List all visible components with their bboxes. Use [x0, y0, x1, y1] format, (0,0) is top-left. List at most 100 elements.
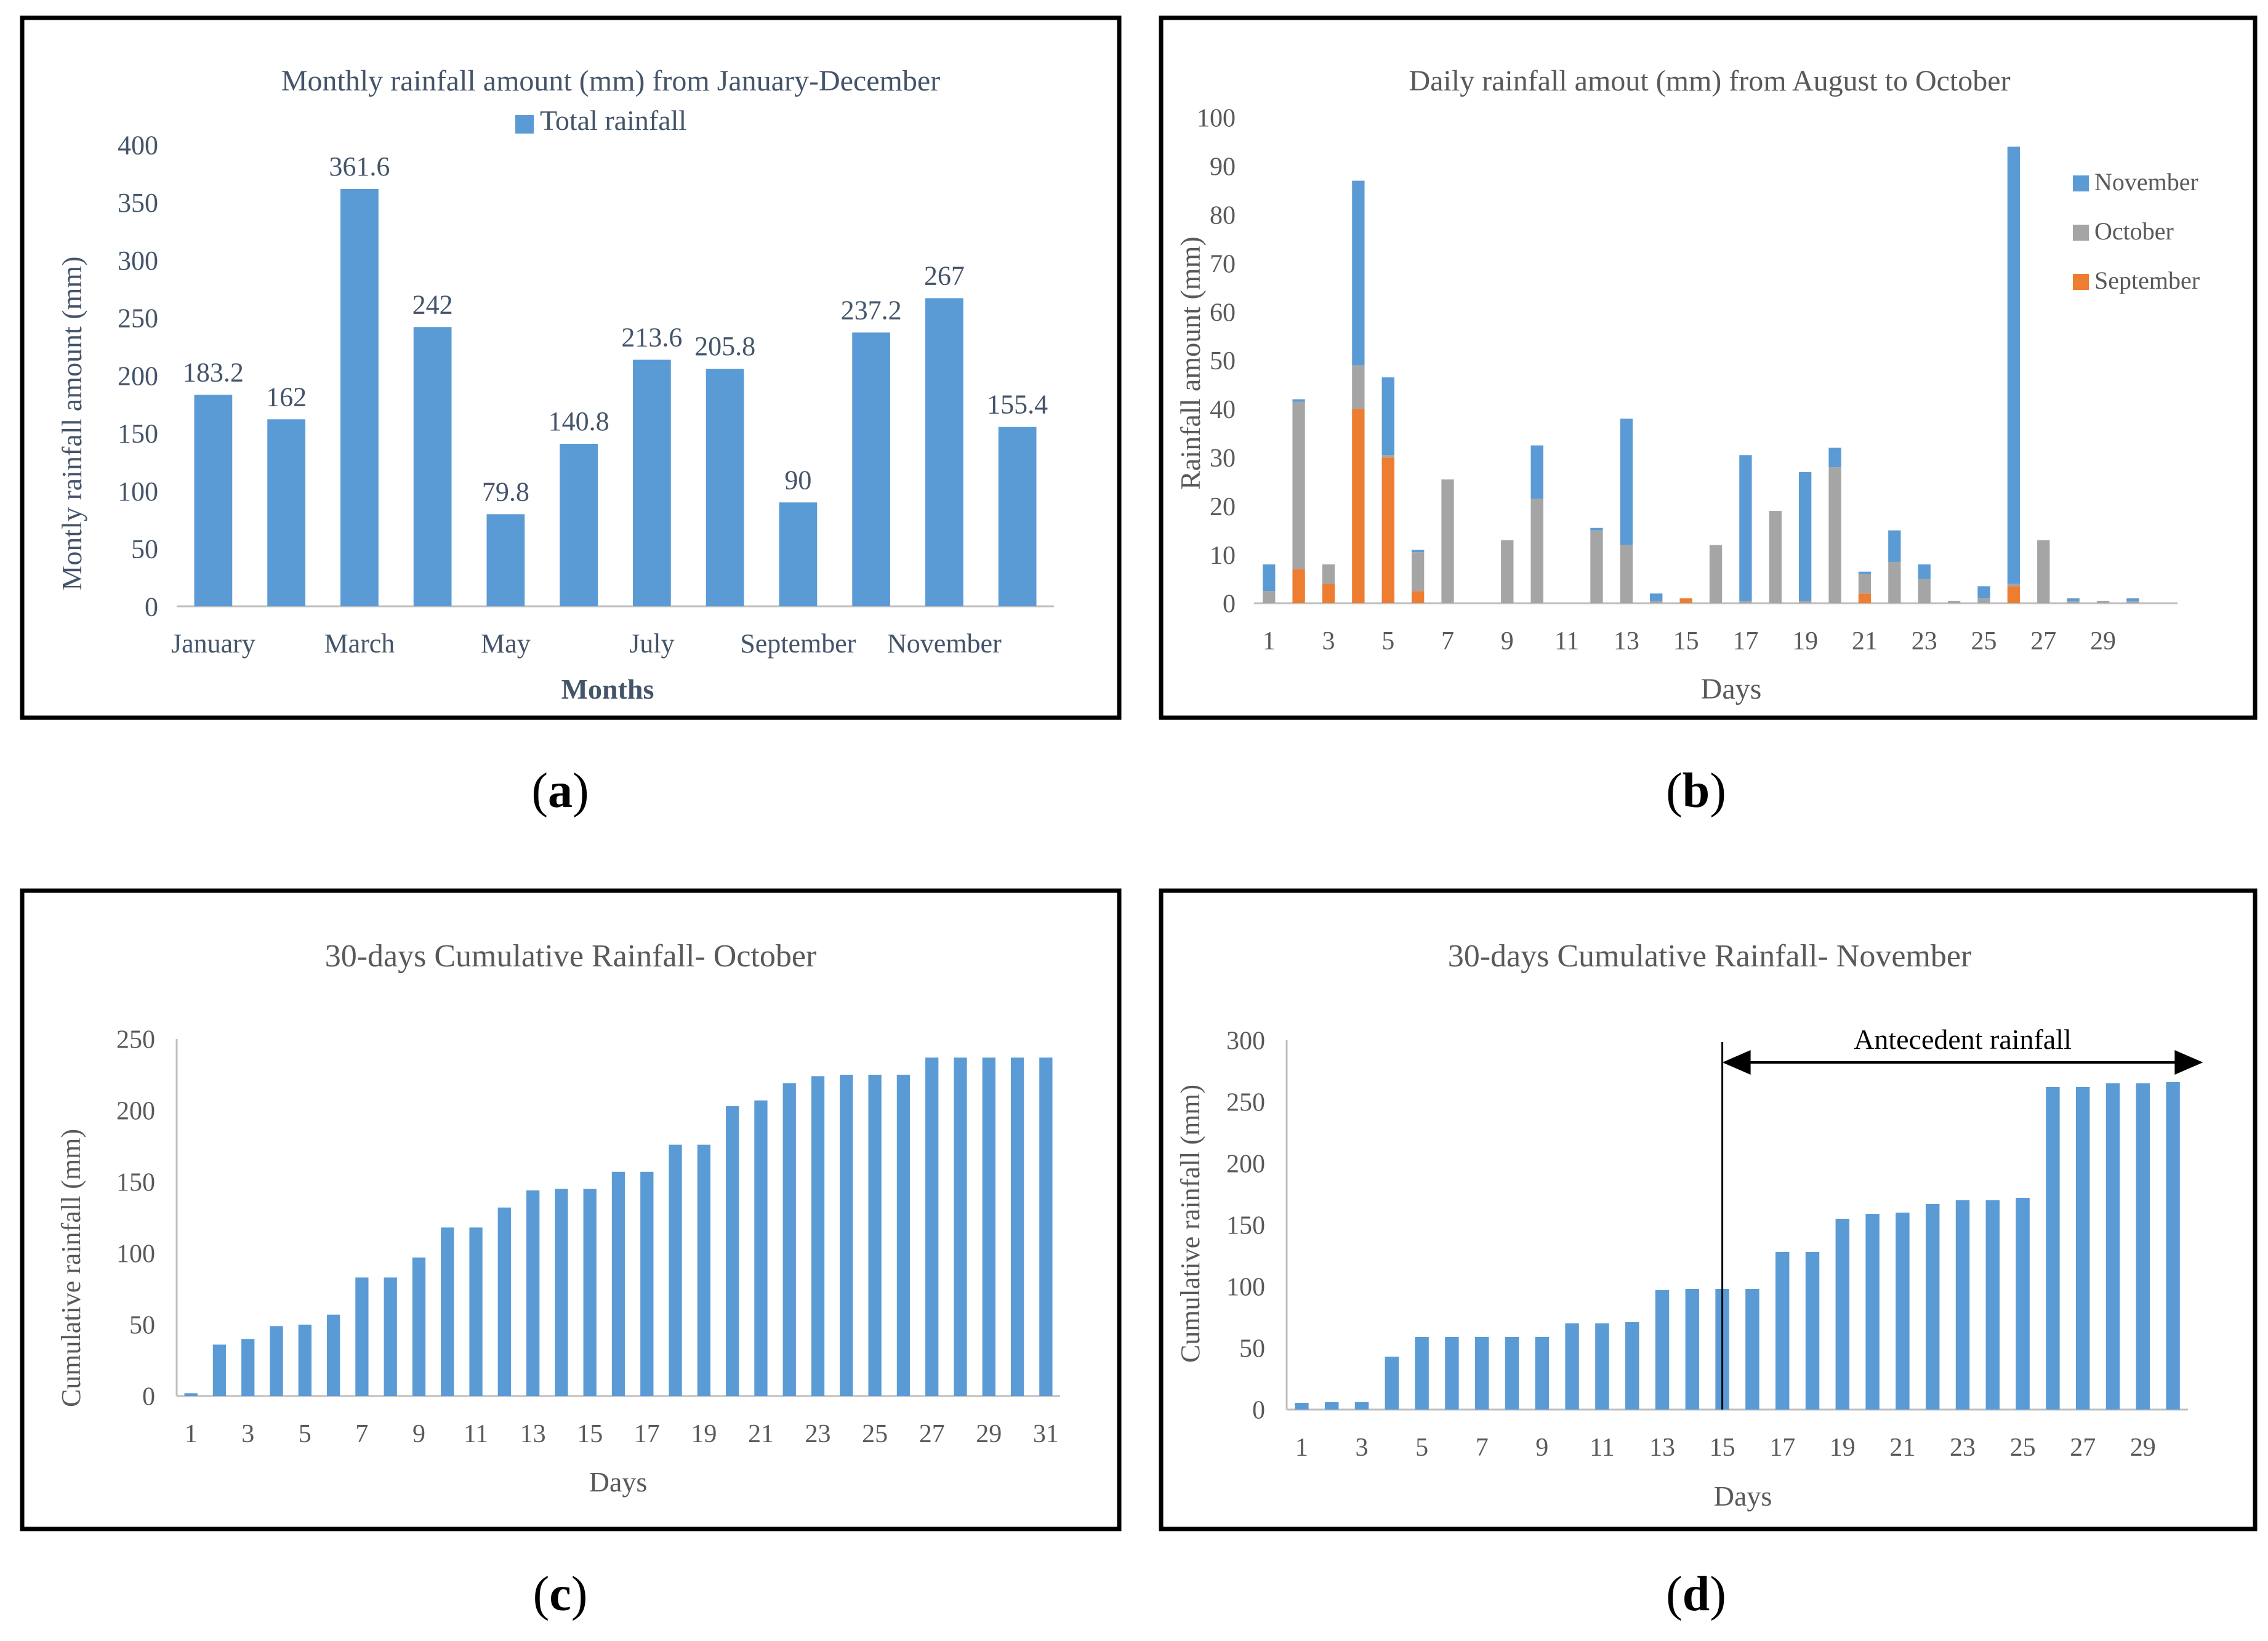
bar: [1415, 1337, 1429, 1410]
bar-september: [1292, 569, 1305, 603]
bar-october: [2007, 584, 2021, 587]
bar: [326, 1314, 340, 1396]
bar: [1039, 1057, 1053, 1396]
bar: [441, 1227, 454, 1396]
data-label: 140.8: [549, 406, 609, 436]
x-tick-label: May: [481, 628, 531, 659]
y-tick-label: 10: [1210, 542, 1236, 570]
bar: [633, 359, 671, 606]
y-tick-label: 250: [116, 1026, 155, 1054]
x-tick-label: 1: [185, 1420, 198, 1448]
arrow-right-head: [2174, 1050, 2203, 1075]
bar: [184, 1393, 198, 1396]
x-tick-label: 7: [1441, 627, 1454, 656]
x-tick-label: 23: [1950, 1434, 1976, 1462]
x-tick-label: 1: [1263, 627, 1276, 656]
legend-swatch-october: [2073, 225, 2089, 241]
caption-d: (d): [1666, 1567, 1726, 1621]
y-tick-label: 50: [1210, 347, 1236, 375]
x-tick-label: 27: [919, 1420, 945, 1448]
x-tick-label: 25: [862, 1420, 888, 1448]
bar-september: [1679, 598, 1692, 603]
bar: [1295, 1403, 1309, 1410]
bar: [1625, 1322, 1639, 1410]
panel-b: Daily rainfall amout (mm) from August to…: [1159, 15, 2258, 720]
bar-october: [1858, 574, 1872, 594]
x-tick-label: 15: [1710, 1434, 1735, 1462]
bar: [241, 1339, 255, 1396]
bar: [1865, 1214, 1880, 1410]
bar-october: [1769, 511, 1782, 603]
bar: [340, 189, 379, 606]
x-tick-label: 5: [1381, 627, 1394, 656]
y-tick-label: 300: [118, 246, 158, 276]
data-label: 90: [784, 465, 811, 495]
y-tick-label: 400: [118, 130, 158, 160]
bar: [555, 1189, 568, 1396]
bar: [852, 332, 890, 606]
bar: [1565, 1323, 1579, 1410]
legend-swatch-total-rainfall: [515, 115, 534, 134]
bar: [840, 1075, 853, 1396]
data-label: 79.8: [482, 476, 529, 507]
bar: [706, 369, 744, 606]
panel-d: 30-days Cumulative Rainfall- November Cu…: [1159, 888, 2258, 1531]
bar-october: [1709, 545, 1723, 603]
x-tick-label: 3: [1356, 1434, 1369, 1462]
bar-november: [1977, 586, 1990, 599]
legend-label-october: October: [2094, 217, 2174, 245]
bar: [526, 1190, 540, 1396]
bar-october: [1411, 552, 1425, 592]
bar: [982, 1057, 995, 1396]
x-tick-label: 17: [1732, 627, 1758, 656]
bar: [1655, 1290, 1670, 1410]
bar: [560, 444, 598, 606]
y-tick-label: 50: [131, 534, 158, 564]
y-axis-label: Cumulative rainfall (mm): [1175, 1085, 1205, 1363]
y-tick-label: 300: [1226, 1027, 1265, 1056]
bar-november: [1292, 399, 1305, 402]
chart-title: 30-days Cumulative Rainfall- November: [1448, 939, 1972, 974]
y-tick-label: 50: [1239, 1335, 1265, 1363]
bar: [1775, 1252, 1790, 1410]
bar-november: [1381, 377, 1394, 455]
y-tick-label: 150: [118, 419, 158, 449]
x-tick-label: 19: [691, 1420, 717, 1448]
bar-october: [1828, 467, 1841, 603]
bar-october: [1441, 479, 1454, 603]
bar-november: [1799, 471, 1812, 601]
cumulative-november-chart: 30-days Cumulative Rainfall- November Cu…: [1159, 888, 2258, 1531]
bar-october: [1977, 598, 1990, 603]
bar-october: [1590, 530, 1603, 603]
bar: [486, 514, 525, 606]
bar-october: [2096, 601, 2110, 603]
bar: [1324, 1402, 1339, 1410]
bar: [267, 419, 305, 606]
x-tick-label: 17: [1769, 1434, 1795, 1462]
bar-november: [1263, 564, 1276, 592]
x-tick-label: 27: [2070, 1434, 2096, 1462]
bar: [1010, 1057, 1024, 1396]
y-tick-label: 90: [1210, 153, 1236, 182]
data-label: 267: [924, 260, 965, 291]
daily-rainfall-chart: Daily rainfall amout (mm) from August to…: [1159, 15, 2258, 720]
y-tick-label: 250: [118, 303, 158, 334]
bar-october: [1918, 579, 1931, 603]
bar: [1505, 1337, 1519, 1410]
y-tick-label: 70: [1210, 250, 1236, 278]
y-tick-label: 60: [1210, 299, 1236, 327]
arrow-left-head: [1722, 1050, 1751, 1075]
bar-september: [1411, 591, 1425, 603]
y-tick-label: 50: [129, 1312, 155, 1340]
data-label: 205.8: [694, 331, 755, 361]
y-tick-label: 350: [118, 188, 158, 218]
bar: [384, 1277, 397, 1396]
x-tick-label: 9: [1535, 1434, 1548, 1462]
x-tick-label: 9: [1501, 627, 1514, 656]
x-tick-label: 23: [805, 1420, 831, 1448]
bar-october: [1381, 455, 1394, 458]
x-tick-label: 21: [748, 1420, 774, 1448]
bar: [1835, 1219, 1850, 1410]
x-tick-label: November: [887, 628, 1002, 659]
bar-october: [1947, 601, 1961, 603]
